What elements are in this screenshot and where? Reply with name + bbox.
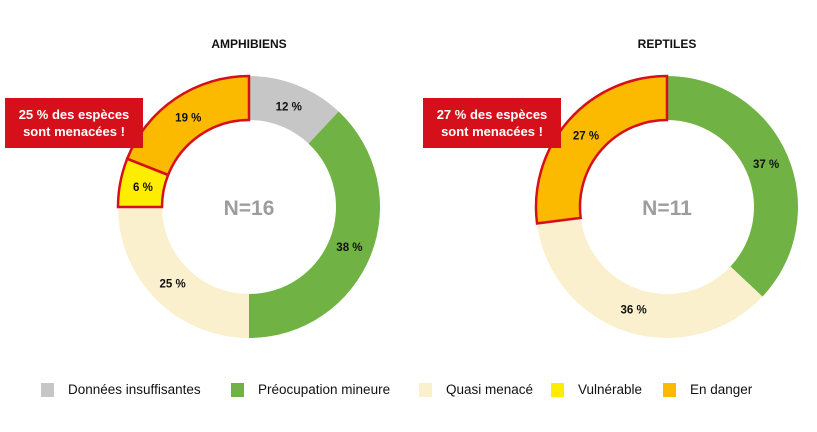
slice-label: 27 % <box>573 131 599 143</box>
legend-item-preocupation-mineure: Préocupation mineure <box>231 382 390 397</box>
callout-line-1: 25 % des espèces <box>18 107 130 122</box>
legend-label: Préocupation mineure <box>258 382 391 397</box>
slice-label: 6 % <box>133 182 153 194</box>
callout-line-1: 27 % des espèces <box>436 107 548 122</box>
slice-label: 38 % <box>336 242 362 254</box>
legend-swatch <box>231 382 244 397</box>
callout-line-2: sont menacées ! <box>23 124 125 139</box>
donut-slice <box>537 217 763 338</box>
threat-outline <box>125 74 251 177</box>
legend-swatch <box>663 382 676 397</box>
legend-item-vulnerable: Vulnérable <box>551 382 642 397</box>
slice-label: 25 % <box>160 278 186 290</box>
slice-label: 12 % <box>276 102 302 114</box>
legend-item-quasi-menace: Quasi menacé <box>419 382 533 397</box>
donut-slice <box>667 76 798 297</box>
legend-swatch <box>41 382 54 397</box>
legend-label: Vulnérable <box>578 382 643 397</box>
legend-label: En danger <box>690 382 753 397</box>
chart-title-amphibiens: AMPHIBIENS <box>211 37 287 51</box>
chart-title-reptiles: REPTILES <box>637 37 697 51</box>
threat-outline <box>534 74 669 225</box>
donut-slice <box>118 207 249 338</box>
callout-amphibiens: 25 % des espèces sont menacées ! <box>5 98 143 148</box>
slice-label: 36 % <box>621 305 647 317</box>
slice-label: 37 % <box>753 159 779 171</box>
callout-line-2: sont menacées ! <box>441 124 543 139</box>
donut-slice <box>127 76 249 175</box>
legend-swatch <box>551 382 564 397</box>
legend-swatch <box>419 382 432 397</box>
legend-item-donnees-insuffisantes: Données insuffisantes <box>41 382 201 397</box>
donut-slice <box>249 76 339 144</box>
center-label: N=11 <box>642 197 692 220</box>
legend-item-en-danger: En danger <box>663 382 752 397</box>
legend-label: Quasi menacé <box>446 382 534 397</box>
callout-reptiles: 27 % des espèces sont menacées ! <box>423 98 561 148</box>
center-label: N=16 <box>224 197 275 220</box>
legend-label: Données insuffisantes <box>68 382 201 397</box>
donut-slice <box>249 111 380 338</box>
slice-label: 19 % <box>175 113 201 125</box>
